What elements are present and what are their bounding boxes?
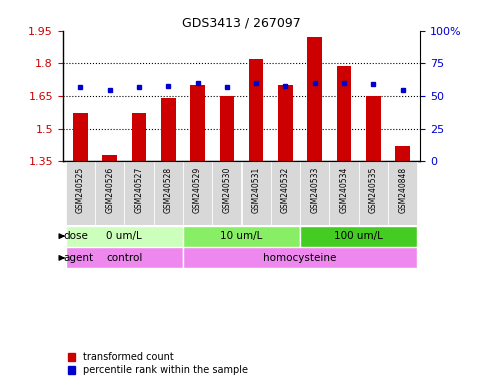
Bar [66,247,183,268]
Bar [102,155,117,161]
Text: GSM240528: GSM240528 [164,167,173,213]
Text: homocysteine: homocysteine [263,253,337,263]
Bar [66,226,183,247]
Text: 100 um/L: 100 um/L [334,231,383,241]
Bar [154,161,183,225]
Text: dose: dose [64,231,88,241]
Bar [395,146,410,161]
Bar [124,161,154,225]
Bar [220,96,234,161]
Text: GSM240848: GSM240848 [398,167,407,213]
Bar [190,85,205,161]
Text: GSM240527: GSM240527 [134,167,143,213]
Bar [359,161,388,225]
Bar [329,161,359,225]
Bar [212,161,242,225]
Bar [95,161,124,225]
Text: GSM240526: GSM240526 [105,167,114,213]
Text: GSM240535: GSM240535 [369,167,378,213]
Bar [132,113,146,161]
Bar [388,161,417,225]
Bar [183,161,212,225]
Bar [278,85,293,161]
Bar [337,66,351,161]
Text: GSM240532: GSM240532 [281,167,290,213]
Legend: transformed count, percentile rank within the sample: transformed count, percentile rank withi… [68,353,248,375]
Text: GSM240533: GSM240533 [310,167,319,213]
Bar [300,161,329,225]
Bar [249,59,263,161]
Text: control: control [106,253,142,263]
Bar [183,247,417,268]
Bar [366,96,381,161]
Text: GSM240530: GSM240530 [222,167,231,213]
Bar [183,226,300,247]
Bar [271,161,300,225]
Text: GSM240525: GSM240525 [76,167,85,213]
Bar [300,226,417,247]
Text: GSM240531: GSM240531 [252,167,261,213]
Text: GSM240529: GSM240529 [193,167,202,213]
Text: GSM240534: GSM240534 [340,167,349,213]
Bar [307,37,322,161]
Bar [66,161,95,225]
Title: GDS3413 / 267097: GDS3413 / 267097 [182,17,301,30]
Bar [242,161,271,225]
Bar [73,113,88,161]
Text: 0 um/L: 0 um/L [106,231,142,241]
Bar [161,98,176,161]
Text: 10 um/L: 10 um/L [220,231,263,241]
Text: agent: agent [64,253,94,263]
